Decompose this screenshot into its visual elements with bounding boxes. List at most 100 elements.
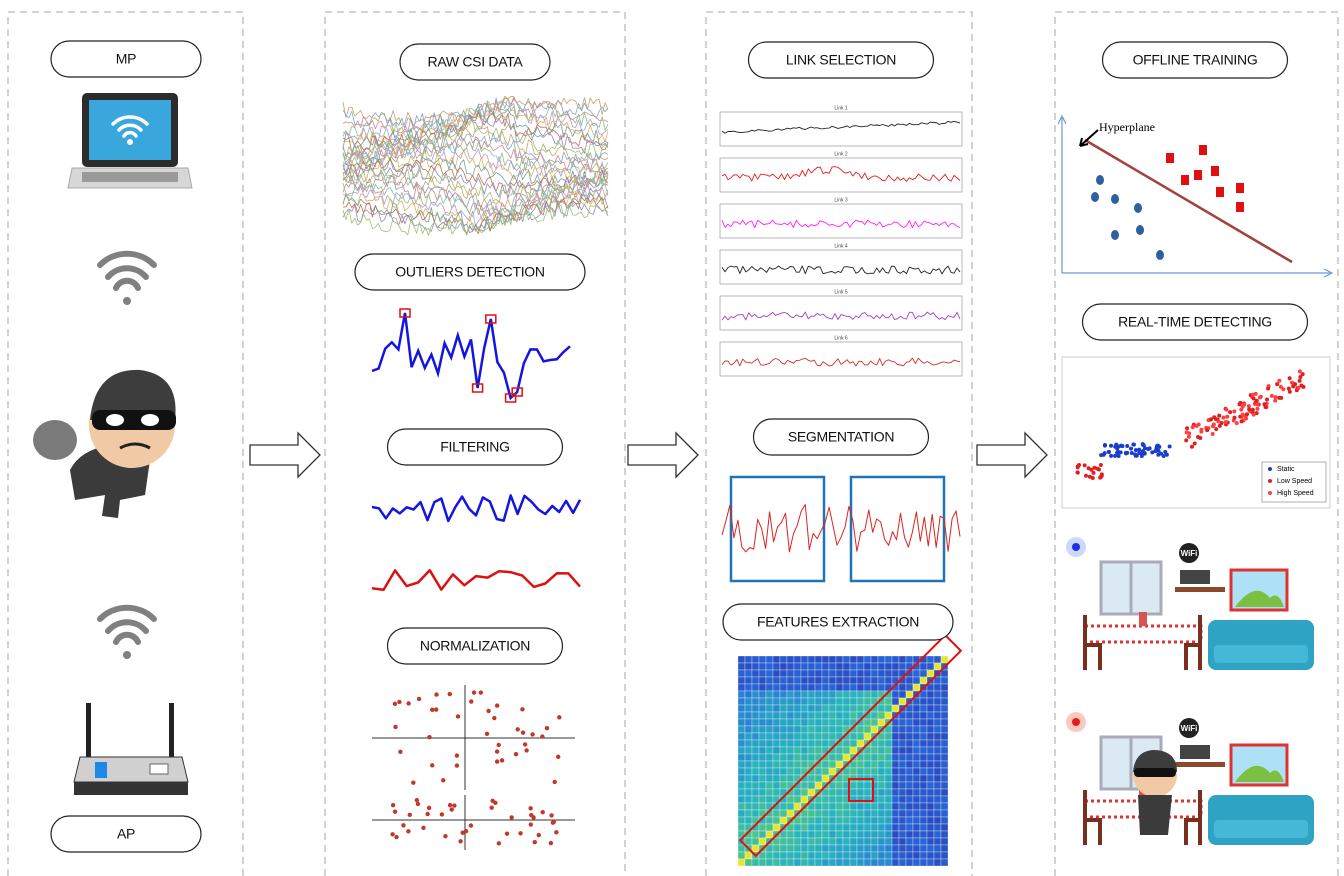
heatmap-cell xyxy=(933,788,942,797)
heatmap-cell xyxy=(793,816,802,825)
heatmap-cell xyxy=(877,795,886,804)
detection-point xyxy=(1296,385,1301,390)
heatmap-cell xyxy=(821,795,830,804)
heatmap-cell xyxy=(744,760,753,769)
heatmap-cell xyxy=(863,844,872,853)
heatmap-cell xyxy=(772,683,781,692)
heatmap-cell xyxy=(765,823,774,832)
detection-point xyxy=(1244,412,1249,417)
heatmap-cell xyxy=(758,823,767,832)
heatmap-cell xyxy=(905,830,914,839)
wifi-label: WiFi xyxy=(1181,549,1198,558)
heatmap-cell xyxy=(786,823,795,832)
scatter-dot xyxy=(468,823,474,828)
heatmap-cell xyxy=(940,802,949,811)
heatmap-cell xyxy=(912,732,921,741)
heatmap-cell xyxy=(842,844,851,853)
detection-point xyxy=(1266,386,1271,391)
link-plot-frame xyxy=(719,295,963,331)
heatmap-cell xyxy=(863,802,872,811)
heatmap-cell xyxy=(828,718,837,727)
router-small xyxy=(1180,745,1210,759)
heatmap-cell xyxy=(751,809,760,818)
wifi-badge xyxy=(1179,543,1199,563)
detection-point xyxy=(1251,396,1256,401)
heatmap-cell xyxy=(807,781,816,790)
heatmap-cell xyxy=(870,746,879,755)
heatmap-cell xyxy=(842,718,851,727)
heatmap-cell xyxy=(884,774,893,783)
heatmap-cell xyxy=(779,683,788,692)
heatmap-cell xyxy=(891,690,900,699)
heatmap-cell xyxy=(744,809,753,818)
heatmap-cell xyxy=(849,830,858,839)
heatmap-cell xyxy=(744,837,753,846)
heatmap-cell xyxy=(835,697,844,706)
heatmap-cell xyxy=(800,704,809,713)
heatmap-cell xyxy=(765,746,774,755)
heatmap-cell xyxy=(863,830,872,839)
heatmap-cell xyxy=(863,662,872,671)
heatmap-cell xyxy=(779,781,788,790)
heatmap-cell xyxy=(877,662,886,671)
heatmap-cell xyxy=(856,676,865,685)
heatmap-cell xyxy=(793,788,802,797)
heatmap-cell xyxy=(758,746,767,755)
heatmap-cell xyxy=(821,739,830,748)
heatmap-cell xyxy=(940,683,949,692)
scatter-dot xyxy=(392,701,398,706)
heatmap-cell xyxy=(800,669,809,678)
detection-point xyxy=(1192,441,1197,446)
heatmap-cell xyxy=(821,837,830,846)
heatmap-cell xyxy=(940,718,949,727)
heatmap-cell xyxy=(856,767,865,776)
heatmap-cell xyxy=(800,711,809,720)
heatmap-cell xyxy=(940,774,949,783)
heatmap-cell xyxy=(737,767,746,776)
heatmap-cell xyxy=(884,739,893,748)
heatmap-cell xyxy=(758,788,767,797)
heatmap-cell xyxy=(919,788,928,797)
heatmap-cell xyxy=(807,788,816,797)
csi-trace xyxy=(342,158,609,194)
heatmap-cell xyxy=(912,816,921,825)
heatmap-cell xyxy=(898,732,907,741)
detection-point xyxy=(1196,422,1201,427)
heatmap-cell xyxy=(744,676,753,685)
detection-point xyxy=(1133,453,1138,458)
heatmap-cell xyxy=(940,669,949,678)
heatmap-cell xyxy=(877,788,886,797)
heatmap-cell xyxy=(835,669,844,678)
heatmap-cell xyxy=(849,662,858,671)
wifi-label: WiFi xyxy=(1181,724,1198,733)
heatmap-cell xyxy=(842,809,851,818)
heatmap-cell xyxy=(870,753,879,762)
heatmap-cell xyxy=(772,788,781,797)
heatmap-cell xyxy=(744,774,753,783)
heatmap-cell xyxy=(828,676,837,685)
heatmap-cell xyxy=(905,795,914,804)
heatmap-cell xyxy=(870,718,879,727)
heatmap-cell xyxy=(842,662,851,671)
heatmap-cell xyxy=(835,816,844,825)
table xyxy=(1083,624,1203,644)
heatmap-cell xyxy=(856,802,865,811)
heatmap-cell xyxy=(905,725,914,734)
detection-point xyxy=(1109,453,1114,458)
detection-point xyxy=(1255,406,1260,411)
heatmap-cell xyxy=(898,760,907,769)
detection-legend xyxy=(1261,461,1327,503)
detection-point xyxy=(1115,446,1120,451)
detection-point xyxy=(1212,415,1217,420)
segment-window xyxy=(729,475,826,583)
heatmap-cell xyxy=(786,795,795,804)
detection-point xyxy=(1077,462,1082,467)
heatmap-cell xyxy=(856,732,865,741)
heatmap-cell xyxy=(772,837,781,846)
heatmap-cell xyxy=(898,753,907,762)
heatmap-cell xyxy=(863,746,872,755)
heatmap-cell xyxy=(793,760,802,769)
heatmap-cell xyxy=(779,767,788,776)
class-point xyxy=(1111,230,1119,240)
heatmap-cell xyxy=(919,697,928,706)
